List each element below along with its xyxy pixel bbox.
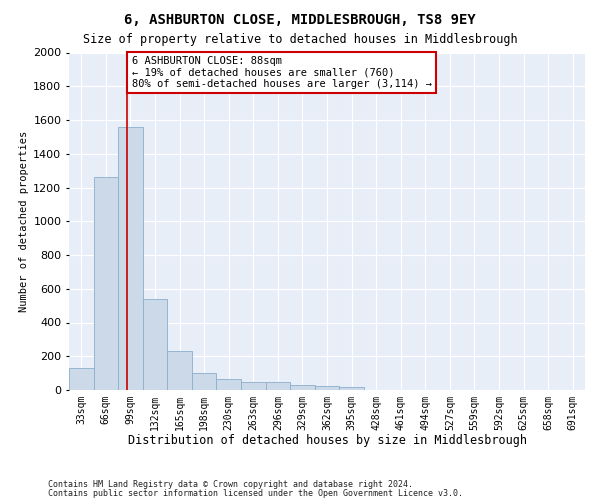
Bar (290, 385, 315, 390)
Bar (217, 379, 241, 390)
Text: 6 ASHBURTON CLOSE: 88sqm
← 19% of detached houses are smaller (760)
80% of semi-: 6 ASHBURTON CLOSE: 88sqm ← 19% of detach… (131, 56, 431, 89)
Bar (339, 386, 364, 390)
Bar (94, 176, 118, 390)
Text: Size of property relative to detached houses in Middlesbrough: Size of property relative to detached ho… (83, 32, 517, 46)
Bar (167, 351, 192, 390)
Bar (315, 386, 339, 390)
Bar (192, 373, 217, 390)
Bar (241, 382, 266, 390)
Bar (266, 382, 290, 390)
Y-axis label: Number of detached properties: Number of detached properties (19, 130, 29, 312)
Text: Contains public sector information licensed under the Open Government Licence v3: Contains public sector information licen… (48, 490, 463, 498)
Text: 6, ASHBURTON CLOSE, MIDDLESBROUGH, TS8 9EY: 6, ASHBURTON CLOSE, MIDDLESBROUGH, TS8 9… (124, 12, 476, 26)
Bar (143, 299, 167, 390)
Bar (118, 126, 143, 390)
Bar (69, 368, 94, 390)
Text: Contains HM Land Registry data © Crown copyright and database right 2024.: Contains HM Land Registry data © Crown c… (48, 480, 413, 489)
X-axis label: Distribution of detached houses by size in Middlesbrough: Distribution of detached houses by size … (128, 434, 527, 448)
